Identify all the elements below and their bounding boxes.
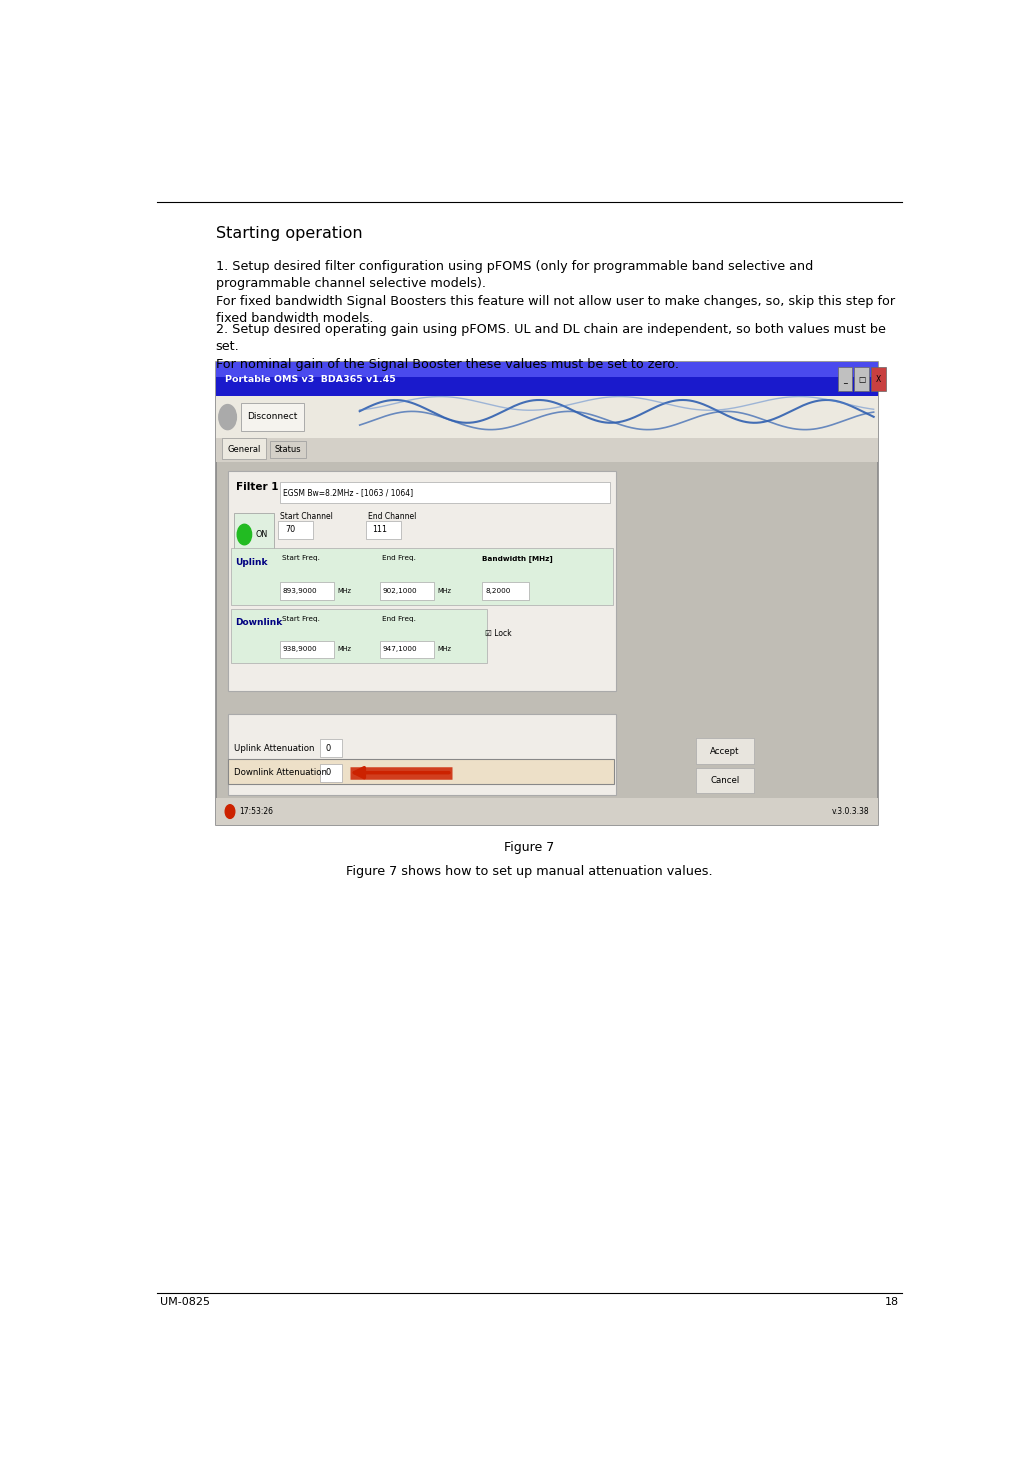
Text: UM-0825: UM-0825 (159, 1297, 210, 1308)
FancyBboxPatch shape (216, 378, 878, 395)
FancyBboxPatch shape (482, 582, 529, 600)
Circle shape (238, 524, 252, 545)
Text: Status: Status (275, 446, 302, 455)
FancyBboxPatch shape (280, 582, 334, 600)
Text: MHz: MHz (437, 588, 451, 594)
Text: Accept: Accept (710, 746, 740, 755)
Text: End Channel: End Channel (368, 512, 416, 521)
Text: 2. Setup desired operating gain using pFOMS. UL and DL chain are independent, so: 2. Setup desired operating gain using pF… (216, 323, 885, 370)
FancyBboxPatch shape (270, 441, 306, 458)
Text: General: General (227, 446, 260, 455)
Text: Start Channel: Start Channel (280, 512, 333, 521)
Text: Start Freq.: Start Freq. (282, 555, 320, 561)
Text: 0: 0 (325, 743, 331, 752)
Text: 1. Setup desired filter configuration using pFOMS (only for programmable band se: 1. Setup desired filter configuration us… (216, 259, 895, 326)
FancyBboxPatch shape (838, 367, 852, 391)
FancyBboxPatch shape (216, 363, 878, 378)
Text: Figure 7 shows how to set up manual attenuation values.: Figure 7 shows how to set up manual atte… (346, 865, 713, 878)
Text: Portable OMS v3  BDA365 v1.45: Portable OMS v3 BDA365 v1.45 (225, 375, 396, 384)
Text: 902,1000: 902,1000 (383, 588, 417, 594)
FancyBboxPatch shape (319, 739, 342, 757)
FancyBboxPatch shape (227, 758, 615, 783)
FancyBboxPatch shape (280, 483, 611, 502)
FancyBboxPatch shape (380, 641, 434, 658)
FancyBboxPatch shape (871, 367, 885, 391)
FancyBboxPatch shape (380, 582, 434, 600)
FancyBboxPatch shape (227, 714, 616, 795)
Text: 0: 0 (325, 769, 331, 778)
Text: End Freq.: End Freq. (382, 616, 416, 622)
FancyBboxPatch shape (696, 769, 754, 794)
Text: _: _ (843, 375, 847, 384)
Text: Figure 7: Figure 7 (504, 841, 555, 855)
Text: □: □ (858, 375, 866, 384)
FancyBboxPatch shape (216, 363, 878, 825)
Text: MHz: MHz (437, 646, 451, 652)
Text: End Freq.: End Freq. (382, 555, 416, 561)
Circle shape (219, 404, 237, 429)
FancyBboxPatch shape (278, 521, 313, 539)
Text: Uplink Attenuation: Uplink Attenuation (234, 743, 314, 752)
Text: 18: 18 (885, 1297, 900, 1308)
Text: Bandwidth [MHz]: Bandwidth [MHz] (482, 555, 553, 561)
Text: 111: 111 (373, 526, 387, 535)
Text: EGSM Bw=8.2MHz - [1063 / 1064]: EGSM Bw=8.2MHz - [1063 / 1064] (283, 487, 413, 496)
Text: v.3.0.3.38: v.3.0.3.38 (832, 807, 870, 816)
FancyBboxPatch shape (234, 512, 274, 557)
Text: 893,9000: 893,9000 (283, 588, 317, 594)
Text: 70: 70 (285, 526, 295, 535)
Text: Uplink: Uplink (236, 558, 269, 567)
Text: Downlink Attenuation: Downlink Attenuation (234, 769, 327, 778)
FancyBboxPatch shape (230, 548, 613, 606)
Text: Downlink: Downlink (236, 618, 283, 626)
Circle shape (225, 804, 234, 819)
Text: 8,2000: 8,2000 (486, 588, 510, 594)
FancyBboxPatch shape (366, 521, 401, 539)
FancyBboxPatch shape (216, 395, 878, 438)
Text: Filter 1: Filter 1 (236, 483, 278, 492)
FancyBboxPatch shape (854, 367, 869, 391)
FancyBboxPatch shape (222, 438, 267, 459)
FancyBboxPatch shape (242, 403, 304, 431)
FancyBboxPatch shape (216, 438, 878, 462)
Text: X: X (876, 375, 881, 384)
Text: Cancel: Cancel (710, 776, 740, 785)
Text: ON: ON (255, 530, 268, 539)
FancyBboxPatch shape (280, 641, 334, 658)
Text: MHz: MHz (337, 646, 351, 652)
Text: MHz: MHz (337, 588, 351, 594)
Text: ☑ Lock: ☑ Lock (486, 629, 512, 638)
FancyBboxPatch shape (216, 798, 878, 825)
Text: Start Freq.: Start Freq. (282, 616, 320, 622)
Text: Starting operation: Starting operation (216, 225, 363, 240)
Text: 17:53:26: 17:53:26 (240, 807, 274, 816)
FancyBboxPatch shape (319, 764, 342, 782)
Text: Disconnect: Disconnect (247, 412, 298, 422)
Text: 947,1000: 947,1000 (383, 646, 417, 652)
FancyBboxPatch shape (230, 609, 488, 663)
FancyBboxPatch shape (696, 739, 754, 764)
FancyBboxPatch shape (227, 471, 616, 690)
Text: 938,9000: 938,9000 (283, 646, 317, 652)
